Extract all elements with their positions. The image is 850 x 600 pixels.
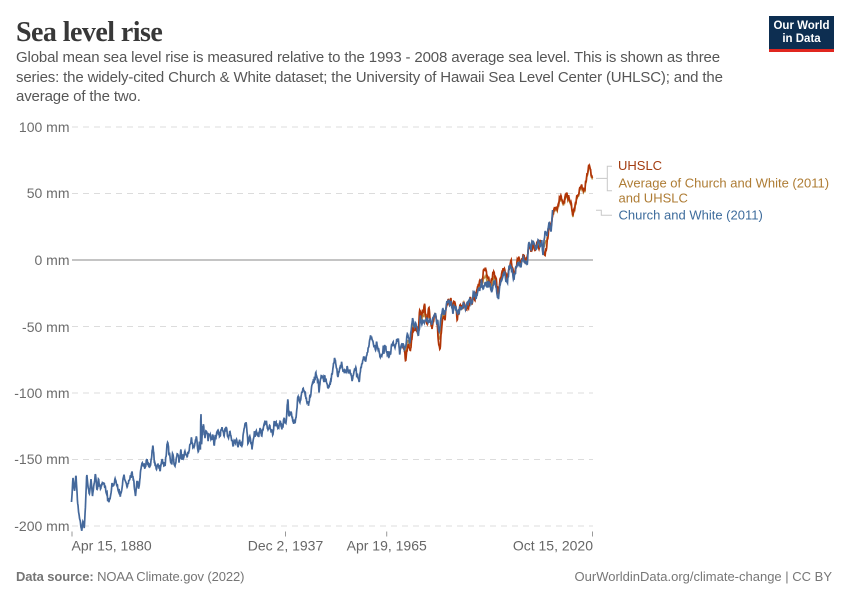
svg-text:0 mm: 0 mm — [35, 252, 70, 268]
svg-text:Oct 15, 2020: Oct 15, 2020 — [513, 538, 593, 554]
svg-text:-100 mm: -100 mm — [14, 385, 69, 401]
svg-text:Church and White (2011): Church and White (2011) — [619, 208, 763, 223]
svg-text:Apr 19, 1965: Apr 19, 1965 — [347, 538, 427, 554]
svg-text:-200 mm: -200 mm — [14, 518, 69, 534]
svg-text:Dec 2, 1937: Dec 2, 1937 — [248, 538, 324, 554]
svg-text:Apr 15, 1880: Apr 15, 1880 — [72, 538, 152, 554]
svg-text:UHSLC: UHSLC — [618, 158, 662, 173]
svg-text:Average of Church and White (2: Average of Church and White (2011) — [619, 176, 830, 191]
svg-text:-50 mm: -50 mm — [22, 319, 69, 335]
svg-text:and UHSLC: and UHSLC — [619, 191, 688, 206]
svg-text:-150 mm: -150 mm — [14, 451, 69, 467]
svg-text:50 mm: 50 mm — [27, 185, 70, 201]
svg-text:100 mm: 100 mm — [19, 119, 70, 135]
